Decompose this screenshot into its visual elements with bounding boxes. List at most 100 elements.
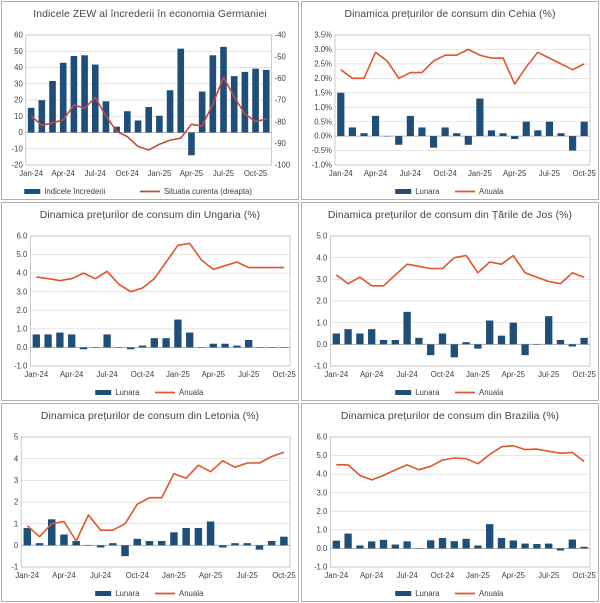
chart-title: Dinamica prețurilor de consum din Țările… [327,210,573,221]
legend-line-label: Situatia curenta (dreapta) [164,187,252,196]
legend-bar-label: Lunara [415,388,440,397]
x-axis-label: Jan-24 [19,169,44,178]
y-axis-label: 60 [14,31,23,40]
y-axis-label: 30 [14,79,23,88]
plot-frame [329,235,591,367]
bar [379,340,388,345]
x-axis-label: Jul-24 [396,571,418,580]
bar [127,347,135,350]
x-axis-label: Jul-24 [396,370,418,379]
bar [219,545,227,548]
bar [150,338,158,348]
chart-canvas-letonia: -1 0 1 2 3 4 5 Jan-24 Apr-24 Jul-24 Oct-24 Jan-25 Ap… [11,433,296,598]
y-axis-right-label: -50 [275,52,287,61]
x-axis-label: Apr-24 [60,370,84,379]
x-axis-label: Jul-24 [90,571,112,580]
y-axis-label: -10 [12,144,24,153]
y-axis-label: 3.5% [314,31,332,40]
plot-frame [334,34,591,166]
bar [35,543,44,546]
chart-title: Dinamica prețurilor de consum din Ungari… [39,210,261,221]
x-axis-label: Jul-25 [538,370,560,379]
y-axis-label: 4 [14,454,19,463]
x-axis-label: Apr-24 [360,571,384,580]
y-axis-label: 2.0 [17,306,29,315]
bar [522,121,530,137]
x-axis-label: Oct-25 [572,370,596,379]
y-axis-right-label: -90 [275,139,287,148]
x-axis-label: Jan-25 [466,370,491,379]
bar [533,543,541,549]
bar [569,136,577,151]
bar [379,539,388,549]
y-axis-label: 5.0 [317,451,329,460]
bar [476,98,484,137]
bar [243,543,251,546]
bar [427,344,435,356]
bar [72,541,80,546]
bar [47,519,56,546]
bar [68,334,76,348]
bar [177,48,185,133]
bar [166,90,174,133]
x-axis-label: Oct-25 [244,169,268,178]
y-axis-label: 0.0 [317,340,329,349]
bar [497,538,506,549]
x-axis-label: Jan-25 [147,169,172,178]
bar [464,136,472,145]
bar [356,545,364,549]
y-axis-label: 2.0 [317,507,329,516]
x-axis-label: Jan-25 [166,370,191,379]
plot-frame [329,436,591,568]
y-axis-label: 3.0 [317,488,329,497]
x-axis-label: Jul-25 [539,169,561,178]
bar [348,127,356,137]
bar [241,71,249,133]
y-axis-label: 1.0% [314,103,332,112]
x-axis-label: Jan-24 [15,571,40,580]
y-axis-label: -1.0 [14,362,28,371]
line-series [335,254,585,287]
x-axis-label: Oct-24 [431,571,455,580]
bar [557,133,565,137]
x-axis-label: Oct-25 [572,571,596,580]
y-axis-label: 0 [14,541,19,550]
legend-bar-swatch [95,390,112,395]
bar [79,347,88,350]
bar [267,541,276,546]
x-axis-label: Jan-24 [24,370,49,379]
y-axis-label: 5.0 [17,250,29,259]
y-axis-label: 50 [14,47,23,56]
x-axis-label: Apr-25 [503,169,527,178]
bar [391,340,399,345]
bar [145,106,153,133]
x-axis-label: Jul-24 [96,370,118,379]
bar [157,541,166,546]
bar [462,538,470,549]
chart-canvas-ungaria: -1.0 0.0 1.0 2.0 3.0 4.0 5.0 6.0 Jan-24 Apr-24 Jul… [14,232,296,397]
y-axis-label: 2.0% [314,74,332,83]
x-axis-label: Jul-25 [213,169,235,178]
bar [487,130,496,137]
bar [545,543,553,549]
bar [486,320,494,345]
x-axis-label: Jul-24 [400,169,422,178]
bar [337,92,345,137]
line-series [36,242,285,293]
bar [60,534,68,546]
legend-bar-swatch [395,591,412,596]
legend-bar-swatch [95,591,112,596]
bar [109,543,117,546]
x-axis-label: Jul-25 [538,571,560,580]
x-axis-label: Oct-24 [433,169,457,178]
y-axis-right-label: -40 [275,31,287,40]
bar [474,344,482,349]
x-axis-label: Jan-25 [162,571,187,580]
bar [499,133,507,137]
y-axis-label: 6.0 [17,232,29,241]
bar [415,337,423,345]
bar [356,333,364,345]
y-axis-label: 1.0 [317,525,329,534]
x-axis-label: Apr-24 [364,169,388,178]
